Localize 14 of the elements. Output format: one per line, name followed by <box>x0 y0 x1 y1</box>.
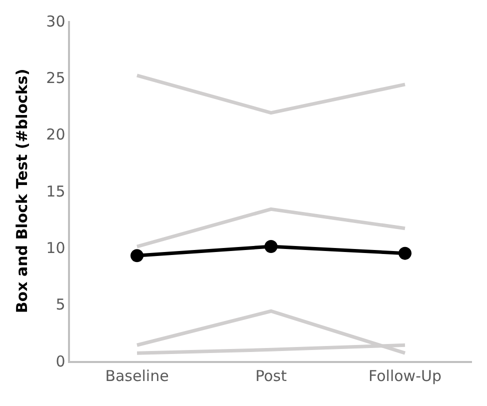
y-tick-label: 5 <box>56 296 66 314</box>
x-tick-label: Baseline <box>105 366 169 385</box>
y-axis-title: Box and Block Test (#blocks) <box>12 68 31 314</box>
point <box>264 240 278 254</box>
y-tick-label: 10 <box>46 238 66 257</box>
y-tick-label: 20 <box>46 126 66 144</box>
x-tick-label: Post <box>255 366 287 385</box>
y-tick-label: 15 <box>46 182 66 200</box>
y-tick-label: 30 <box>46 12 66 30</box>
point <box>398 246 412 260</box>
point <box>130 249 144 262</box>
y-tick-label: 25 <box>46 68 66 87</box>
x-tick-label: Follow-Up <box>368 366 442 385</box>
y-tick-label: 0 <box>56 352 66 370</box>
